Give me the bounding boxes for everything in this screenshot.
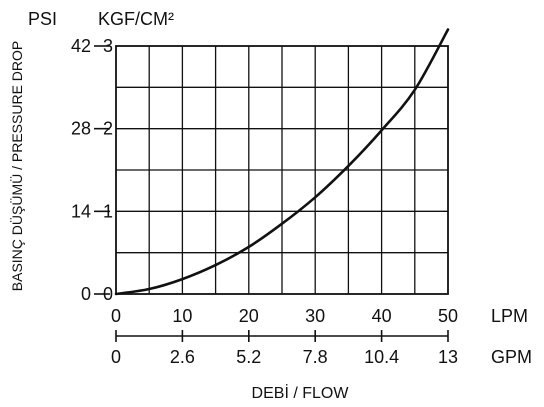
- x-tick-label-lpm: 10: [172, 306, 192, 326]
- grid: [116, 46, 448, 294]
- kgf-unit-label: KGF/CM²: [98, 9, 174, 29]
- x-tick-label-lpm: 20: [239, 306, 259, 326]
- x-axis-label: DEBİ / FLOW: [252, 383, 350, 402]
- y-tick-label-kgf: 3: [103, 36, 113, 56]
- x-unit-lpm: LPM: [491, 306, 528, 326]
- x-unit-gpm: GPM: [491, 347, 532, 367]
- y-tick-label-psi: 0: [81, 284, 91, 304]
- axes: [115, 45, 449, 337]
- y-tick-label-psi: 28: [71, 119, 91, 139]
- x-tick-label-gpm: 7.8: [303, 347, 328, 367]
- psi-unit-label: PSI: [28, 9, 57, 29]
- y-tick-label-kgf: 1: [103, 201, 113, 221]
- x-tick-label-lpm: 40: [372, 306, 392, 326]
- x-tick-label-gpm: 5.2: [236, 347, 261, 367]
- x-tick-label-gpm: 13: [438, 347, 458, 367]
- labels: PSI KGF/CM² BASINÇ DÜŞÜMÜ / PRESSURE DRO…: [8, 9, 532, 402]
- x-tick-label-gpm: 10.4: [364, 347, 399, 367]
- x-tick-label-gpm: 0: [111, 347, 121, 367]
- ticks: 0 014 128 242 30 10 20 30 40 500 2.6 5.2 7.8 10.4 13: [71, 36, 458, 367]
- x-tick-label-lpm: 30: [305, 306, 325, 326]
- plot-frame: [115, 45, 449, 295]
- series: [114, 28, 450, 296]
- y-tick-label-psi: 14: [71, 201, 91, 221]
- y-axis-label: BASINÇ DÜŞÜMÜ / PRESSURE DROP: [8, 41, 25, 291]
- x-tick-label-lpm: 0: [111, 306, 121, 326]
- x-tick-label-lpm: 50: [438, 306, 458, 326]
- y-tick-label-kgf: 0: [103, 284, 113, 304]
- y-tick-label-kgf: 2: [103, 119, 113, 139]
- x-tick-label-gpm: 2.6: [170, 347, 195, 367]
- pressure-drop-curve: [114, 28, 450, 296]
- y-tick-label-psi: 42: [71, 36, 91, 56]
